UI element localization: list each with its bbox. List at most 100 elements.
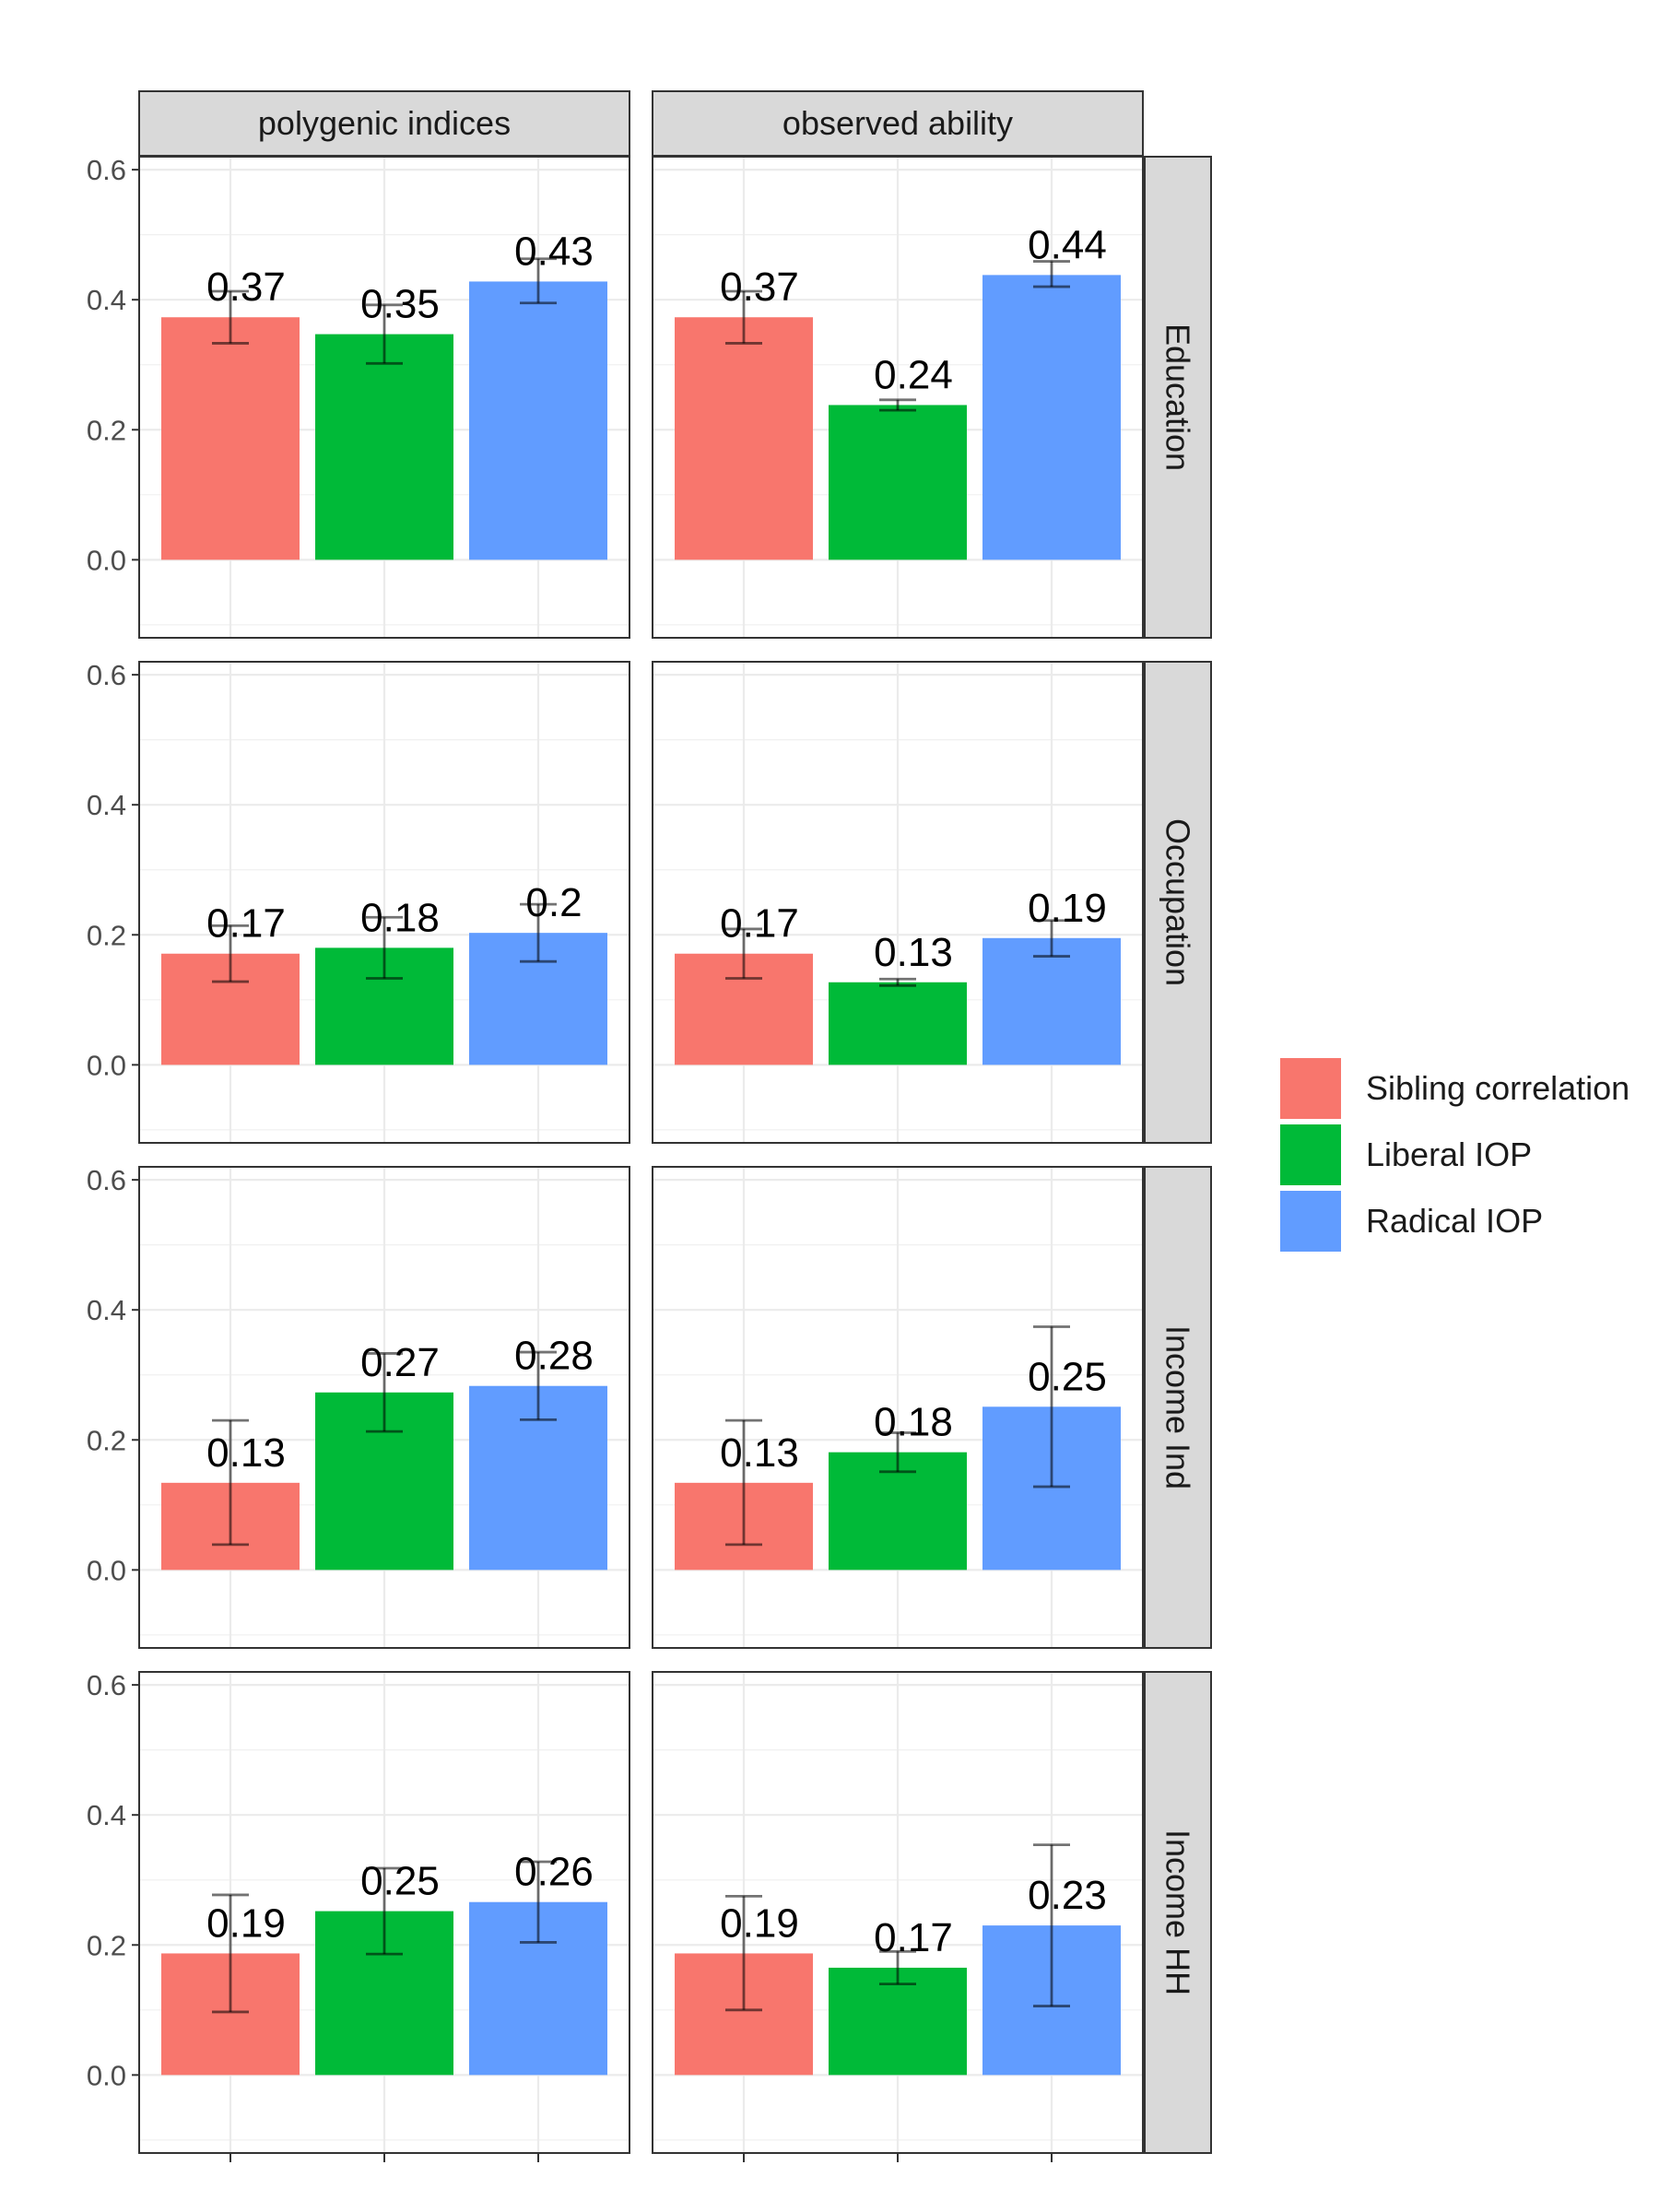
column-strip-polygenic-indices: polygenic indices xyxy=(138,90,630,157)
y-tick-label: 0.6 xyxy=(87,1669,126,1701)
data-label: 0.25 xyxy=(1028,1354,1107,1399)
error-bar-radical-iop xyxy=(520,1350,557,1421)
data-label: 0.27 xyxy=(360,1340,440,1385)
data-label: 0.17 xyxy=(206,901,286,947)
column-strip-label: polygenic indices xyxy=(258,104,511,142)
row-strip-bg xyxy=(1144,156,1212,639)
bar-radical-iop xyxy=(982,937,1121,1065)
error-bar-sibling-correlation xyxy=(212,924,249,983)
panel-border xyxy=(652,661,1144,1144)
bar-liberal-iop xyxy=(829,1967,967,2076)
y-tick-label: 0.2 xyxy=(87,1929,126,1961)
error-bar-radical-iop xyxy=(520,902,557,963)
error-bar-liberal-iop xyxy=(366,1866,403,1956)
y-tick-label: 0.2 xyxy=(87,1424,126,1456)
data-label: 0.44 xyxy=(1028,222,1107,267)
data-label: 0.17 xyxy=(720,901,799,947)
error-bar-radical-iop xyxy=(1033,1325,1070,1488)
y-tick-label: 0.2 xyxy=(87,919,126,951)
data-label: 0.26 xyxy=(514,1850,594,1895)
legend-swatch xyxy=(1280,1058,1341,1119)
bar-radical-iop xyxy=(982,275,1121,560)
data-label: 0.25 xyxy=(360,1859,440,1904)
y-tick-label: 0.0 xyxy=(87,1049,126,1081)
legend-label: Radical IOP xyxy=(1366,1202,1543,1240)
data-label: 0.37 xyxy=(720,265,799,310)
error-bar-radical-iop xyxy=(520,257,557,305)
error-bar-sibling-correlation xyxy=(725,289,762,345)
data-label: 0.2 xyxy=(525,880,582,925)
row-strip-bg xyxy=(1144,1166,1212,1649)
y-tick-label: 0.4 xyxy=(87,789,126,821)
error-bar-sibling-correlation xyxy=(212,1893,249,2014)
error-bar-liberal-iop xyxy=(879,398,916,412)
data-label: 0.24 xyxy=(874,352,953,397)
data-label: 0.18 xyxy=(360,895,440,940)
data-label: 0.19 xyxy=(720,1900,799,1946)
column-strips: polygenic indices observed ability xyxy=(138,90,1144,157)
data-label: 0.13 xyxy=(720,1430,799,1476)
y-tick-label: 0.4 xyxy=(87,1799,126,1831)
legend-label: Sibling correlation xyxy=(1366,1069,1630,1107)
data-label: 0.37 xyxy=(206,265,286,310)
error-bar-radical-iop xyxy=(1033,260,1070,288)
panel-border xyxy=(652,1166,1144,1649)
panel-income-ind-polygenic-indices: 0.13 0.27 0.28 0.0 0.2 0.4 0.6 xyxy=(87,1164,630,1649)
panel-income-ind-observed-ability: 0.13 0.18 0.25 xyxy=(652,1166,1144,1649)
error-bar-liberal-iop xyxy=(879,1949,916,1985)
bar-liberal-iop xyxy=(315,334,453,560)
legend-item-liberal-iop: Liberal IOP xyxy=(1280,1124,1532,1185)
legend-item-radical-iop: Radical IOP xyxy=(1280,1191,1543,1252)
y-tick-label: 0.0 xyxy=(87,544,126,576)
data-label: 0.43 xyxy=(514,229,594,274)
row-strip-label: Income Ind xyxy=(1159,1325,1197,1489)
panel-education-polygenic-indices: 0.37 0.35 0.43 0.0 0.2 0.4 0.6 xyxy=(87,154,630,639)
row-strip-label: Education xyxy=(1159,324,1197,471)
row-strip-label: Income HH xyxy=(1159,1830,1197,1995)
row-strip-income-hh: Income HH xyxy=(1144,1671,1212,2154)
panel-border xyxy=(138,156,630,639)
row-strip-label: Occupation xyxy=(1159,818,1197,986)
error-bar-sibling-correlation xyxy=(725,1418,762,1547)
column-strip-bg xyxy=(652,90,1144,157)
error-bar-sibling-correlation xyxy=(212,1418,249,1547)
legend: Sibling correlation Liberal IOP Radical IO… xyxy=(1280,1058,1630,1252)
panel-income-hh-observed-ability: 0.19 0.17 0.23 xyxy=(652,1671,1144,2162)
panel-border xyxy=(138,661,630,1144)
y-tick-label: 0.6 xyxy=(87,659,126,691)
error-bar-radical-iop xyxy=(1033,919,1070,958)
legend-label: Liberal IOP xyxy=(1366,1135,1532,1173)
y-tick-label: 0.0 xyxy=(87,1554,126,1586)
bar-sibling-correlation xyxy=(675,317,813,560)
error-bar-liberal-iop xyxy=(366,303,403,365)
data-label: 0.19 xyxy=(206,1900,286,1946)
error-bar-radical-iop xyxy=(1033,1843,1070,2007)
legend-item-sibling-correlation: Sibling correlation xyxy=(1280,1058,1630,1119)
y-tick-label: 0.4 xyxy=(87,284,126,316)
error-bar-sibling-correlation xyxy=(725,927,762,980)
row-strip-bg xyxy=(1144,1671,1212,2154)
column-strip-label: observed ability xyxy=(782,104,1013,142)
data-label: 0.28 xyxy=(514,1334,594,1379)
error-bar-radical-iop xyxy=(520,1860,557,1944)
error-bar-liberal-iop xyxy=(879,1431,916,1474)
row-strip-occupation: Occupation xyxy=(1144,661,1212,1144)
legend-swatch xyxy=(1280,1124,1341,1185)
error-bar-liberal-iop xyxy=(879,977,916,987)
error-bar-sibling-correlation xyxy=(725,1894,762,2012)
bar-liberal-iop xyxy=(829,405,967,560)
row-strip-education: Education xyxy=(1144,156,1212,639)
y-tick-label: 0.0 xyxy=(87,2059,126,2091)
panel-occupation-observed-ability: 0.17 0.13 0.19 xyxy=(652,661,1144,1144)
column-strip-observed-ability: observed ability xyxy=(652,90,1144,157)
row-strip-income-ind: Income Ind xyxy=(1144,1166,1212,1649)
column-strip-bg xyxy=(138,90,630,157)
data-label: 0.18 xyxy=(874,1400,953,1445)
data-label: 0.19 xyxy=(1028,886,1107,931)
data-label: 0.17 xyxy=(874,1915,953,1960)
y-tick-label: 0.6 xyxy=(87,1164,126,1196)
error-bar-liberal-iop xyxy=(366,1352,403,1433)
y-tick-label: 0.4 xyxy=(87,1294,126,1326)
data-label: 0.35 xyxy=(360,282,440,327)
